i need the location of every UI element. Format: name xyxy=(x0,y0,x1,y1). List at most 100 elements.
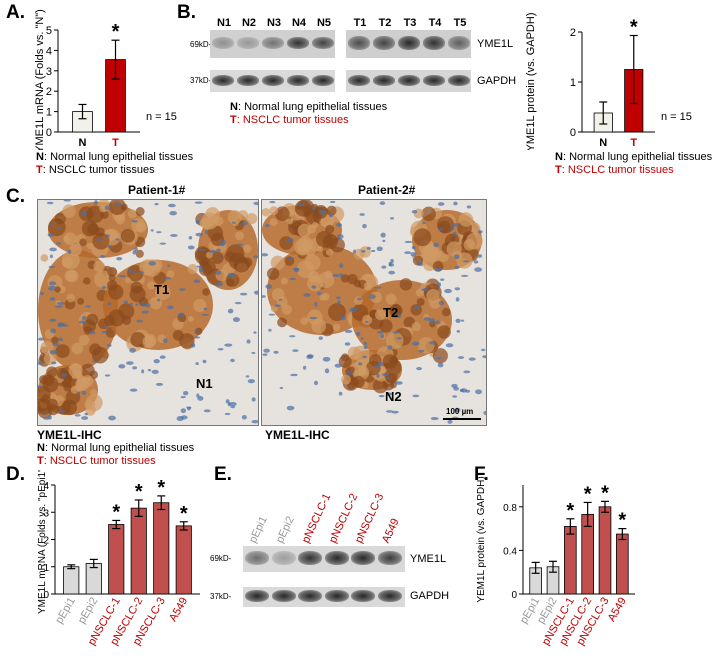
stain-spot xyxy=(83,277,91,285)
nucleus xyxy=(180,415,188,420)
nucleus xyxy=(437,202,445,206)
y-tick-label: 1 xyxy=(43,563,49,574)
nucleus xyxy=(481,348,486,352)
y-tick-label: 0 xyxy=(511,590,517,601)
nucleus xyxy=(94,200,98,205)
stain-spot xyxy=(315,230,333,248)
nucleus xyxy=(151,369,159,375)
panel-e-label: E. xyxy=(214,464,232,485)
nucleus xyxy=(390,258,394,264)
ihc-label-n2: N2 xyxy=(385,389,402,404)
y-tick-label: 3 xyxy=(43,508,49,519)
stain-spot xyxy=(341,353,349,362)
blot-band xyxy=(287,37,309,49)
nucleus xyxy=(205,230,209,235)
stain-spot xyxy=(269,206,279,216)
stain-spot xyxy=(63,382,73,392)
nucleus xyxy=(318,336,323,340)
x-tick-label: T xyxy=(630,137,637,149)
nucleus xyxy=(445,343,454,348)
stain-spot xyxy=(413,228,432,247)
patient-2-title: Patient-2# xyxy=(358,183,416,197)
nucleus xyxy=(104,205,110,211)
stain-spot xyxy=(399,278,413,291)
significance-star: * xyxy=(180,503,188,525)
blot-band xyxy=(373,75,395,86)
stain-spot xyxy=(362,314,373,326)
stain-spot xyxy=(107,266,118,277)
nucleus xyxy=(178,312,185,317)
nucleus xyxy=(322,356,331,362)
nucleus xyxy=(382,239,386,243)
nucleus xyxy=(196,265,204,268)
y-tick-label: 0.4 xyxy=(503,546,517,557)
legend-tumor: T: NSCLC tumor tissues xyxy=(36,164,155,176)
stain-spot xyxy=(40,341,54,355)
nucleus xyxy=(202,359,207,364)
nucleus xyxy=(135,303,139,306)
stain-spot xyxy=(432,348,448,364)
nucleus xyxy=(381,265,387,269)
stain-spot xyxy=(237,210,249,221)
nucleus xyxy=(344,342,351,346)
stain-spot xyxy=(341,374,351,385)
nucleus xyxy=(313,380,319,386)
blot-band xyxy=(373,36,395,50)
nucleus xyxy=(245,375,250,378)
nucleus xyxy=(141,369,145,374)
nucleus xyxy=(170,234,178,237)
stain-spot xyxy=(120,203,128,211)
ihc-caption-1: YME1L-IHC xyxy=(37,428,102,442)
nucleus xyxy=(477,230,483,234)
nucleus xyxy=(38,361,44,365)
panel-b-legend-right: N: Normal lung epithelial tissues T: NSC… xyxy=(555,151,712,177)
stain-spot xyxy=(437,216,455,234)
stain-spot xyxy=(294,200,312,217)
blot-band xyxy=(324,590,349,602)
y-tick-label: 2 xyxy=(570,27,576,39)
nucleus xyxy=(52,342,60,347)
ihc-texture-1 xyxy=(38,200,258,425)
x-tick-label: N xyxy=(599,137,607,149)
blot-band xyxy=(398,36,420,50)
nucleus xyxy=(278,298,283,301)
blot-band xyxy=(448,36,470,50)
nucleus xyxy=(138,271,145,274)
y-tick-label: 0 xyxy=(43,590,49,601)
stain-spot xyxy=(63,232,77,246)
stain-spot xyxy=(390,303,402,316)
lane-label-pEpi2: pEpi2 xyxy=(273,514,297,546)
nucleus xyxy=(273,304,282,307)
western-blot-e: 69kD- 37kD-pEpi1 pEpi2 pNSCLC-1 pNSCLC-2 pNSC… xyxy=(210,490,460,620)
nucleus xyxy=(423,317,431,321)
nucleus xyxy=(195,232,204,237)
stain-spot xyxy=(363,281,373,291)
stain-spot xyxy=(142,335,156,349)
nucleus xyxy=(421,288,428,292)
blot-band xyxy=(212,75,234,86)
nucleus xyxy=(380,232,386,238)
blot-band xyxy=(423,75,445,86)
ihc-image-patient-1 xyxy=(37,199,259,426)
stain-spot xyxy=(61,256,74,268)
stain-spot xyxy=(319,294,326,301)
nucleus xyxy=(51,361,57,365)
nucleus xyxy=(297,203,305,207)
nucleus xyxy=(437,282,442,287)
nucleus xyxy=(475,389,483,395)
nucleus xyxy=(180,396,186,399)
nucleus xyxy=(49,349,58,355)
nucleus xyxy=(49,223,53,226)
stain-spot xyxy=(70,385,79,394)
stain-spot xyxy=(193,298,207,313)
stain-spot xyxy=(71,342,84,355)
nucleus xyxy=(227,272,236,278)
nucleus xyxy=(352,249,357,254)
nucleus xyxy=(145,303,151,308)
nucleus xyxy=(107,302,112,306)
stain-spot xyxy=(130,332,146,348)
nucleus xyxy=(217,347,224,351)
blot-band xyxy=(271,551,296,565)
stain-spot xyxy=(426,289,440,303)
